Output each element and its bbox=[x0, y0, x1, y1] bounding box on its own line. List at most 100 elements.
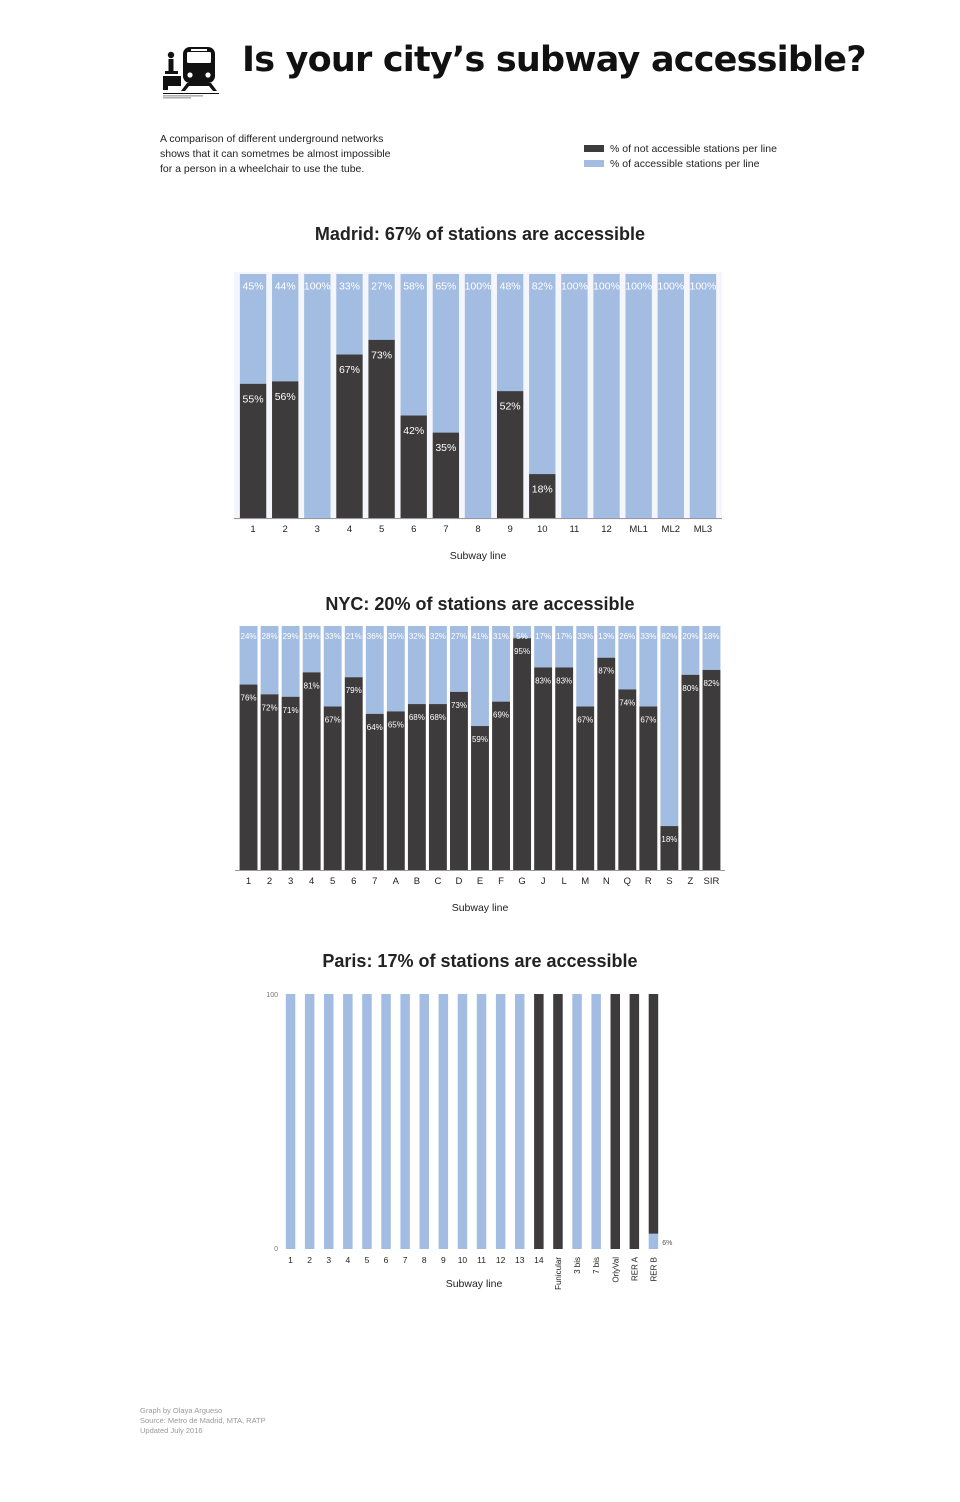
annotation-rer-b: 6% bbox=[662, 1240, 672, 1247]
footer-source: Source: Metro de Madrid, MTA, RATP bbox=[140, 1416, 266, 1425]
data-label-accessible-line-ml3: 100% bbox=[690, 281, 717, 293]
bar-not-accessible-line-2 bbox=[260, 694, 279, 870]
bar-not-accessible-line-n bbox=[597, 657, 616, 870]
bar-not-accessible-line-s bbox=[660, 826, 679, 870]
x-axis-title: Subway line bbox=[452, 902, 509, 914]
y-tick-label-max: 100 bbox=[266, 992, 278, 999]
data-label-accessible-line-4: 19% bbox=[304, 632, 320, 641]
legend-item-accessible: % of accessible stations per line bbox=[584, 156, 777, 171]
nyc-chart: 24%76%128%72%229%71%319%81%433%67%521%79… bbox=[235, 626, 725, 914]
data-label-not-accessible-line-c: 68% bbox=[430, 713, 446, 722]
legend-label-not-accessible: % of not accessible stations per line bbox=[610, 142, 777, 155]
data-label-not-accessible-line-j: 83% bbox=[535, 676, 551, 685]
x-tick-label-6: 6 bbox=[384, 1255, 389, 1265]
x-axis-title: Subway line bbox=[450, 550, 507, 562]
bar-not-accessible-line-4 bbox=[302, 672, 321, 870]
data-label-accessible-line-a: 35% bbox=[388, 632, 404, 641]
x-tick-label-9: 9 bbox=[441, 1255, 446, 1265]
data-label-not-accessible-line-d: 73% bbox=[451, 701, 467, 710]
bar-accessible-line-5 bbox=[323, 626, 342, 707]
bar-accessible-line-r bbox=[639, 626, 658, 707]
bar-not-accessible-line-l bbox=[555, 667, 574, 870]
y-tick-label-min: 0 bbox=[274, 1246, 278, 1253]
bar-accessible-line-3-bis bbox=[572, 994, 582, 1249]
bar-accessible-line-ml3 bbox=[689, 274, 717, 518]
x-tick-label-12: 12 bbox=[601, 524, 612, 535]
data-label-not-accessible-line-6: 79% bbox=[346, 686, 362, 695]
x-tick-label-orlyval: OrlyVal bbox=[611, 1257, 620, 1283]
legend-swatch-accessible bbox=[584, 160, 604, 167]
bar-accessible-line-8 bbox=[419, 994, 429, 1249]
bar-not-accessible-line-j bbox=[534, 667, 553, 870]
bar-accessible-line-9 bbox=[438, 994, 449, 1249]
x-tick-label-5: 5 bbox=[379, 524, 384, 535]
bar-accessible-line-11 bbox=[561, 274, 588, 518]
data-label-accessible-line-r: 33% bbox=[640, 632, 656, 641]
data-label-not-accessible-line-q: 74% bbox=[619, 698, 635, 707]
bar-not-accessible-line-1 bbox=[239, 383, 267, 518]
bar-accessible-line-9 bbox=[496, 274, 524, 392]
x-tick-label-7: 7 bbox=[372, 876, 377, 887]
x-tick-label-j: J bbox=[541, 876, 546, 887]
bar-accessible-line-q bbox=[618, 626, 637, 690]
bar-accessible-line-2 bbox=[260, 626, 279, 695]
data-label-not-accessible-line-z: 80% bbox=[682, 684, 698, 693]
bar-accessible-line-12 bbox=[593, 274, 620, 518]
data-label-accessible-line-f: 31% bbox=[493, 632, 509, 641]
bar-accessible-line-7 bbox=[432, 274, 460, 433]
x-tick-label-7: 7 bbox=[443, 524, 448, 535]
bar-accessible-line-6 bbox=[400, 274, 427, 416]
bar-not-accessible-line-5 bbox=[368, 339, 395, 518]
x-tick-label-r: R bbox=[645, 876, 652, 887]
data-label-accessible-line-2: 28% bbox=[262, 632, 278, 641]
bar-not-accessible-line-sir bbox=[702, 669, 721, 870]
bar-not-accessible-line-5 bbox=[323, 706, 342, 870]
x-tick-label-7: 7 bbox=[403, 1255, 408, 1265]
data-label-accessible-line-5: 33% bbox=[325, 632, 341, 641]
data-label-accessible-line-6: 58% bbox=[403, 281, 424, 293]
data-label-accessible-line-9: 48% bbox=[500, 281, 521, 293]
bar-accessible-line-7 bbox=[400, 994, 410, 1249]
x-tick-label-ml3: ML3 bbox=[694, 524, 712, 535]
madrid-chart-title: Madrid: 67% of stations are accessible bbox=[314, 224, 646, 244]
x-tick-label-m: M bbox=[581, 876, 589, 887]
bar-accessible-line-ml2 bbox=[657, 274, 684, 518]
bar-accessible-line-rer-b bbox=[648, 1233, 659, 1249]
data-label-not-accessible-line-n: 87% bbox=[598, 667, 614, 676]
legend: % of not accessible stations per line % … bbox=[584, 141, 777, 171]
bar-not-accessible-line-b bbox=[407, 704, 426, 870]
bar-accessible-line-7 bbox=[365, 626, 384, 714]
x-tick-label-d: D bbox=[456, 876, 463, 887]
x-tick-label-1: 1 bbox=[288, 1255, 293, 1265]
bar-not-accessible-line-9 bbox=[496, 391, 524, 518]
x-tick-label-6: 6 bbox=[411, 524, 416, 535]
bar-accessible-line-8 bbox=[464, 274, 492, 518]
x-tick-label-e: E bbox=[477, 876, 483, 887]
x-tick-label-c: C bbox=[434, 876, 441, 887]
data-label-accessible-line-4: 33% bbox=[339, 281, 360, 293]
bar-accessible-line-10 bbox=[457, 994, 468, 1249]
x-tick-label-1: 1 bbox=[250, 524, 255, 535]
x-tick-label-s: S bbox=[666, 876, 672, 887]
x-tick-label-10: 10 bbox=[537, 524, 548, 535]
data-label-accessible-line-c: 32% bbox=[430, 632, 446, 641]
data-label-accessible-line-m: 33% bbox=[577, 632, 593, 641]
bar-not-accessible-line-f bbox=[492, 701, 510, 870]
bar-accessible-line-f bbox=[492, 626, 510, 702]
data-label-not-accessible-line-f: 69% bbox=[493, 711, 509, 720]
footer-updated: Updated July 2016 bbox=[140, 1426, 203, 1435]
x-axis-title: Subway line bbox=[446, 1278, 503, 1290]
x-tick-label-7-bis: 7 bis bbox=[592, 1257, 601, 1274]
bar-not-accessible-line-10 bbox=[529, 474, 556, 518]
page-title: Is your city’s subway accessible? bbox=[242, 40, 867, 80]
paris-chart-title: Paris: 17% of stations are accessible bbox=[322, 951, 638, 971]
data-label-not-accessible-line-7: 64% bbox=[367, 723, 383, 732]
x-tick-label-5: 5 bbox=[365, 1255, 370, 1265]
bar-accessible-line-2 bbox=[304, 994, 315, 1249]
bar-accessible-line-e bbox=[471, 626, 489, 727]
bar-accessible-line-d bbox=[450, 626, 468, 692]
data-label-not-accessible-line-9: 52% bbox=[500, 401, 521, 413]
x-tick-label-8: 8 bbox=[475, 524, 480, 535]
bar-accessible-line-5 bbox=[362, 994, 372, 1249]
